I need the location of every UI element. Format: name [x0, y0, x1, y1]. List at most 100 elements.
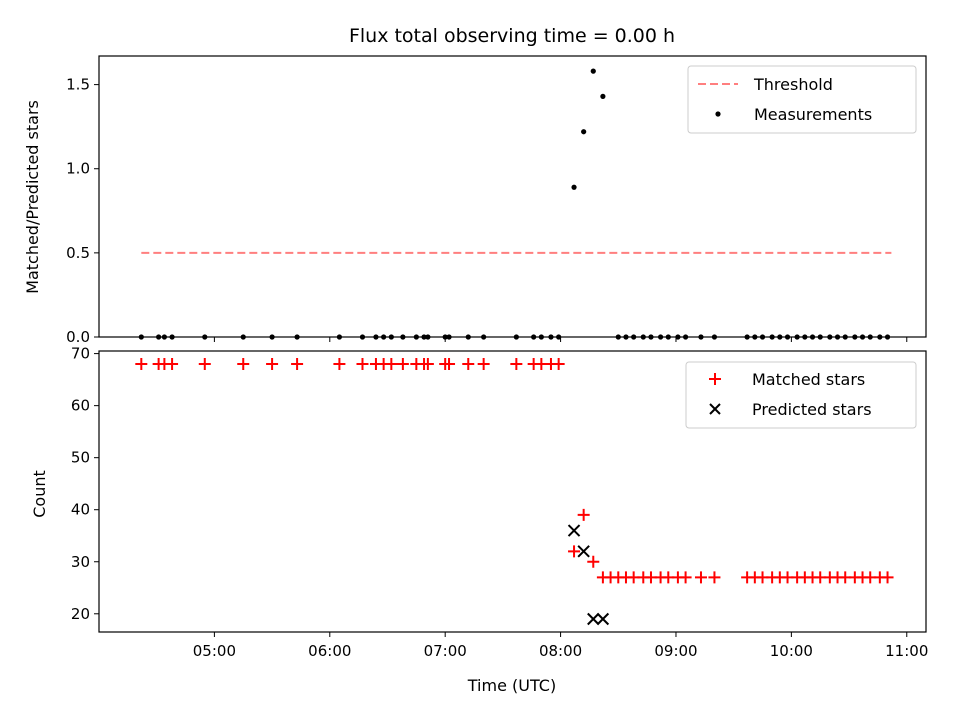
x-tick-label: 11:00 [885, 642, 928, 660]
y-tick-label: 0.5 [66, 244, 90, 262]
predicted-legend-marker [709, 403, 721, 415]
measurement-point [759, 334, 766, 340]
measurement-point [161, 334, 167, 340]
measurement-point [240, 334, 246, 340]
x-tick-label: 06:00 [308, 642, 351, 660]
predicted-star-point [577, 545, 590, 558]
measurement-point [842, 334, 848, 340]
count-y-ticks: 20 30 40 50 60 70 [71, 345, 99, 623]
x-tick-label: 08:00 [539, 642, 582, 660]
measurement-point [381, 334, 387, 340]
y-tick-label: 50 [71, 449, 90, 467]
measurement-point [446, 334, 452, 340]
x-axis-label: Time (UTC) [467, 676, 556, 695]
measurement-point [615, 334, 621, 340]
threshold-legend-label: Threshold [753, 75, 833, 94]
count-panel-frame [98, 350, 927, 633]
matched-star-point [135, 358, 148, 371]
measurement-point [571, 184, 577, 190]
measurement-point [388, 334, 394, 340]
predicted-legend-label: Predicted stars [752, 400, 872, 419]
measurement-point [138, 334, 144, 340]
matched-legend-label: Matched stars [752, 370, 865, 389]
y-tick-label: 1.5 [66, 76, 90, 94]
measurement-point [852, 334, 858, 340]
measurement-point [548, 334, 554, 340]
measurement-point [817, 334, 823, 340]
y-tick-label: 0.0 [66, 328, 90, 346]
x-tick-label: 05:00 [193, 642, 236, 660]
measurement-point [538, 334, 544, 340]
matched-star-point [385, 358, 398, 371]
measurement-point [156, 334, 162, 340]
matched-star-point [477, 358, 490, 371]
measurement-point [657, 334, 664, 340]
matched-star-point [577, 508, 590, 521]
measurement-point [359, 334, 366, 340]
measurement-point [465, 334, 471, 340]
matched-legend-marker [709, 373, 721, 385]
measurement-point [600, 93, 606, 99]
measurement-point [640, 334, 646, 340]
measurements-legend-marker [715, 111, 721, 117]
count-legend-box [685, 361, 917, 429]
measurement-point [859, 334, 866, 340]
matched-star-point [356, 358, 369, 371]
count-y-axis-label: Count [30, 470, 49, 518]
measurement-point [556, 334, 562, 340]
count-x-ticks: 05:00 06:00 07:00 08:00 09:00 10:00 11:00 [193, 632, 928, 660]
measurement-point [784, 334, 791, 340]
measurement-point [425, 334, 431, 340]
measurement-point [867, 334, 873, 340]
measurement-point [336, 334, 343, 340]
measurement-point [752, 334, 758, 340]
measurement-point [442, 334, 448, 340]
measurement-point [648, 334, 654, 340]
matched-star-point [266, 358, 279, 371]
measurement-point [373, 334, 379, 340]
measurement-point [769, 334, 775, 340]
measurement-point [623, 334, 629, 340]
y-tick-label: 20 [71, 605, 90, 623]
matched-star-point [708, 571, 721, 584]
x-tick-label: 07:00 [424, 642, 467, 660]
measurement-point [531, 334, 537, 340]
measurements-legend-label: Measurements [754, 105, 872, 124]
measurement-point [294, 334, 300, 340]
measurement-point [169, 334, 175, 340]
y-tick-label: 70 [71, 345, 90, 363]
measurement-point [665, 334, 671, 340]
measurement-point [590, 68, 596, 74]
matched-star-point [443, 358, 456, 371]
measurement-point [413, 334, 419, 340]
matched-star-point [510, 358, 523, 371]
y-tick-label: 60 [71, 397, 90, 415]
matched-star-point [166, 358, 179, 371]
ratio-y-ticks: 0.0 0.5 1.0 1.5 [66, 76, 99, 346]
matched-star-point [198, 358, 211, 371]
measurement-point [631, 334, 637, 340]
count-legend: Matched stars Predicted stars [685, 361, 917, 429]
matched-star-point [587, 555, 600, 568]
matched-star-point [462, 358, 475, 371]
measurement-point [202, 334, 208, 340]
matched-star-point [552, 358, 565, 371]
y-tick-label: 30 [71, 553, 90, 571]
ratio-legend-box [687, 65, 917, 134]
measurement-point [421, 334, 427, 340]
matched-star-point [694, 571, 707, 584]
matched-star-point [237, 358, 250, 371]
predicted-star-point [587, 612, 600, 626]
measurement-point [802, 334, 808, 340]
measurement-point [513, 334, 519, 340]
count-panel: 20 30 40 50 60 70 05:00 06:00 07:00 08:00 09:00 10… [30, 345, 928, 695]
ratio-marks [138, 68, 892, 340]
measurement-point [884, 334, 891, 340]
measurement-point [400, 334, 406, 340]
x-tick-label: 10:00 [770, 642, 813, 660]
matched-star-point [568, 545, 581, 558]
chart-title: Flux total observing time = 0.00 h [349, 25, 675, 47]
measurement-point [777, 334, 783, 340]
y-tick-label: 40 [71, 501, 90, 519]
